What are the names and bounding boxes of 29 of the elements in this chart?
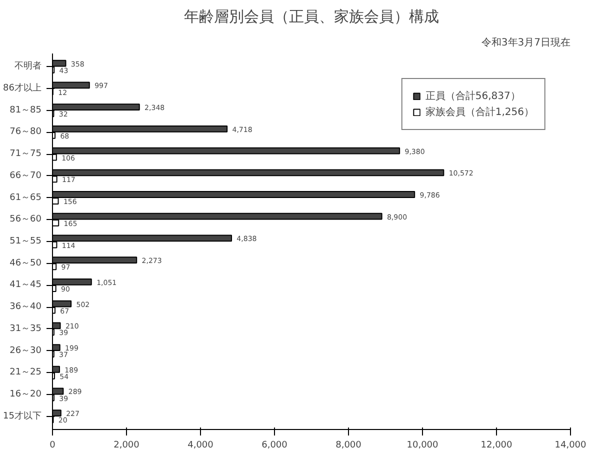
- y-tick-label: 71～75: [10, 149, 42, 160]
- y-tick-label: 41～45: [10, 280, 42, 290]
- y-tick-label: 51～55: [10, 236, 42, 246]
- y-tick-label: 31～35: [10, 324, 42, 334]
- chart-title: 年齢層別会員（正員、家族会員）構成: [184, 8, 439, 26]
- y-tick-label: 36～40: [10, 302, 42, 312]
- legend-label: 正員（合計56,837）: [425, 90, 520, 103]
- y-tick-label: 61～65: [10, 192, 42, 203]
- y-tick-label: 86才以上: [3, 82, 42, 94]
- text: 令和3年3月7日現在: [481, 36, 571, 48]
- y-tick-label: 21～25: [10, 368, 42, 378]
- y-tick-label: 不明者: [14, 60, 42, 72]
- y-tick-label: 16～20: [10, 390, 42, 400]
- x-tick-label: 10,000: [406, 440, 439, 450]
- y-tick-label: 81～85: [10, 105, 42, 116]
- y-tick-label: 15才以下: [3, 410, 42, 422]
- y-tick-label: 26～30: [10, 346, 42, 356]
- x-tick-label: 4,000: [188, 440, 214, 450]
- x-tick-label: 12,000: [480, 440, 513, 450]
- x-tick-label: 8,000: [336, 440, 362, 450]
- x-tick-label: 2,000: [114, 440, 140, 450]
- x-tick-label: 6,000: [262, 440, 288, 450]
- x-tick-label: 0: [50, 440, 56, 450]
- y-tick-label: 66～70: [10, 170, 42, 181]
- x-tick-label: 14,000: [554, 440, 587, 450]
- y-tick-label: 46～50: [10, 258, 42, 268]
- y-tick-label: 76～80: [10, 127, 42, 138]
- legend-label: 家族会員（合計1,256）: [425, 106, 534, 119]
- y-tick-label: 56～60: [10, 214, 42, 225]
